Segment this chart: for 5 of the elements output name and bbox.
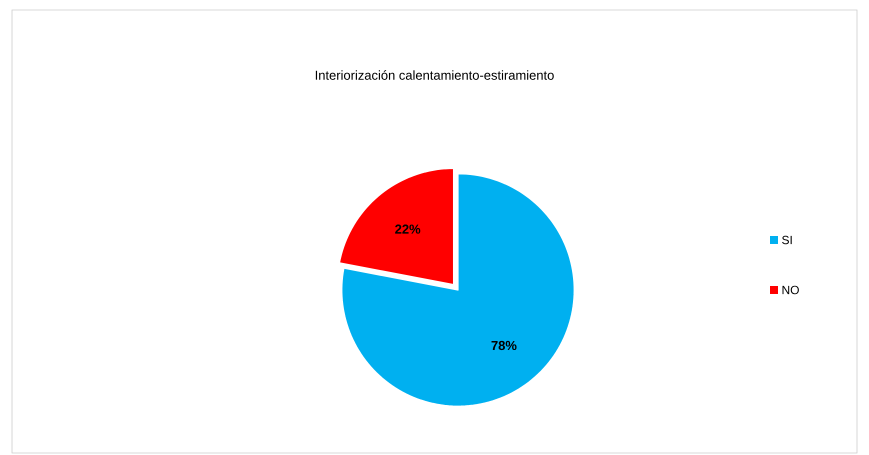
- legend-label: SI: [782, 236, 792, 244]
- data-label: 78%: [492, 340, 517, 350]
- legend-label: NO: [782, 286, 799, 294]
- chart-title: Interiorización calentamiento-estiramiento: [316, 70, 554, 80]
- data-label: 22%: [395, 224, 420, 234]
